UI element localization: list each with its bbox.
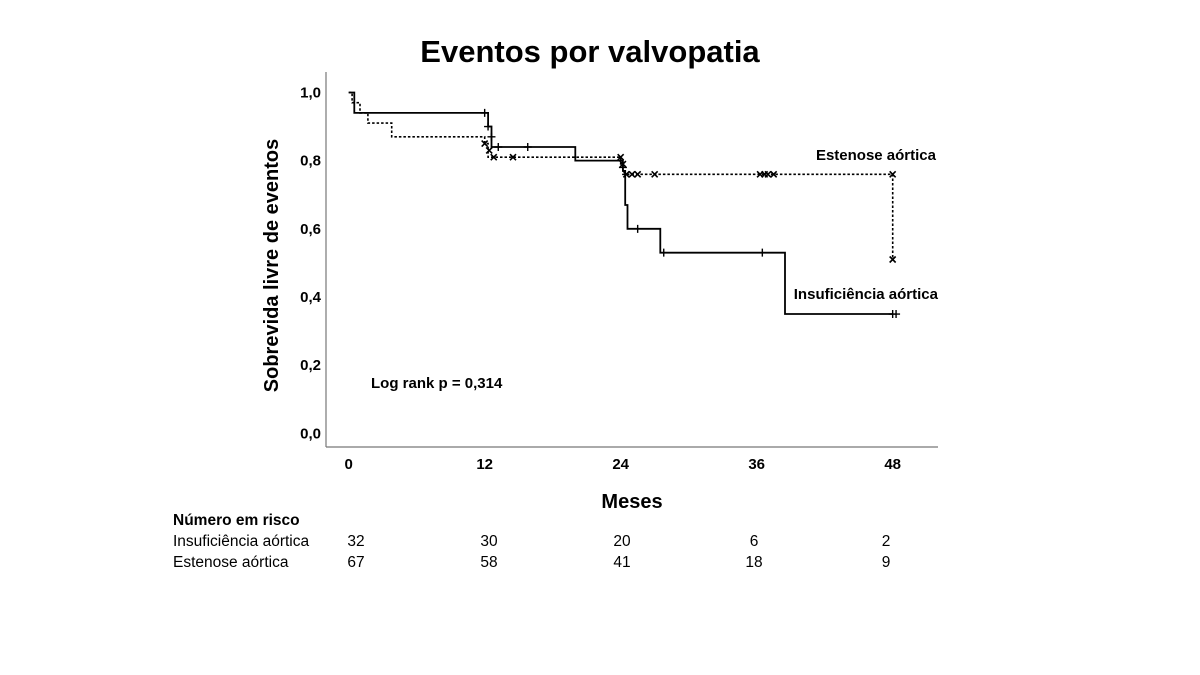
x-tick-label: 24 <box>612 456 629 473</box>
risk-value: 6 <box>749 533 759 550</box>
y-tick-label: 0,2 <box>300 357 321 374</box>
censor-mark <box>892 310 901 319</box>
risk-value: 30 <box>480 533 498 550</box>
censor-mark <box>634 170 642 178</box>
censor-mark <box>617 153 625 161</box>
censor-mark <box>659 248 668 257</box>
annotation-log-rank: Log rank p = 0,314 <box>371 375 503 392</box>
risk-row-insuficiencia: Insuficiência aórtica 32 30 20 6 2 <box>173 533 913 555</box>
censor-mark <box>494 143 503 151</box>
risk-value: 41 <box>613 554 631 571</box>
survival-curves <box>348 91 901 319</box>
series-estenose <box>348 91 897 264</box>
x-tick-label: 36 <box>748 456 765 473</box>
censor-mark <box>481 140 489 148</box>
risk-table-heading: Número em risco <box>173 512 300 529</box>
risk-row-label: Estenose aórtica <box>173 554 289 571</box>
censor-mark <box>619 160 627 168</box>
censor-mark <box>490 153 498 161</box>
risk-value: 67 <box>347 554 365 571</box>
annotation-estenose: Estenose aórtica <box>816 147 937 164</box>
risk-row-label: Insuficiência aórtica <box>173 533 310 550</box>
censor-mark <box>487 132 496 141</box>
risk-value: 32 <box>347 533 365 550</box>
risk-value: 18 <box>745 554 763 571</box>
series-insuficiencia <box>348 91 901 319</box>
censor-mark <box>484 122 493 131</box>
y-axis-label: Sobrevida livre de eventos <box>261 139 283 392</box>
risk-value: 2 <box>881 533 891 550</box>
censor-mark <box>509 153 517 161</box>
y-tick-label: 0,8 <box>300 153 321 170</box>
x-tick-label: 48 <box>884 456 901 473</box>
y-tick-label: 0,4 <box>300 289 322 306</box>
censor-mark <box>523 143 532 151</box>
censor-mark <box>770 170 778 178</box>
x-tick-label: 12 <box>476 456 493 473</box>
risk-row-estenose: Estenose aórtica 67 58 41 18 9 <box>173 554 913 576</box>
y-tick-label: 0,6 <box>300 221 321 238</box>
x-tick-label: 0 <box>344 456 352 473</box>
risk-value: 58 <box>480 554 498 571</box>
censor-mark <box>633 224 642 233</box>
x-axis-label: Meses <box>601 491 662 513</box>
censor-mark <box>889 255 897 264</box>
x-axis-ticks: 0 12 24 36 48 <box>344 456 901 473</box>
censor-mark <box>622 170 630 178</box>
risk-value: 9 <box>881 554 891 571</box>
series-line <box>348 91 893 315</box>
censor-mark <box>480 108 489 117</box>
censor-mark <box>758 248 767 257</box>
y-axis-ticks: 0,0 0,2 0,4 0,6 0,8 1,0 <box>300 84 322 442</box>
y-tick-label: 0,0 <box>300 425 321 442</box>
censor-mark <box>889 170 897 178</box>
chart-title: Eventos por valvopatia <box>420 34 760 69</box>
series-line <box>348 91 894 260</box>
annotation-insuficiencia: Insuficiência aórtica <box>794 286 939 303</box>
censor-mark <box>628 170 636 178</box>
censor-mark <box>764 170 772 178</box>
y-tick-label: 1,0 <box>300 84 321 101</box>
censor-mark <box>651 170 659 178</box>
risk-value: 20 <box>613 533 631 550</box>
censor-mark <box>485 146 493 154</box>
axes <box>325 72 938 448</box>
